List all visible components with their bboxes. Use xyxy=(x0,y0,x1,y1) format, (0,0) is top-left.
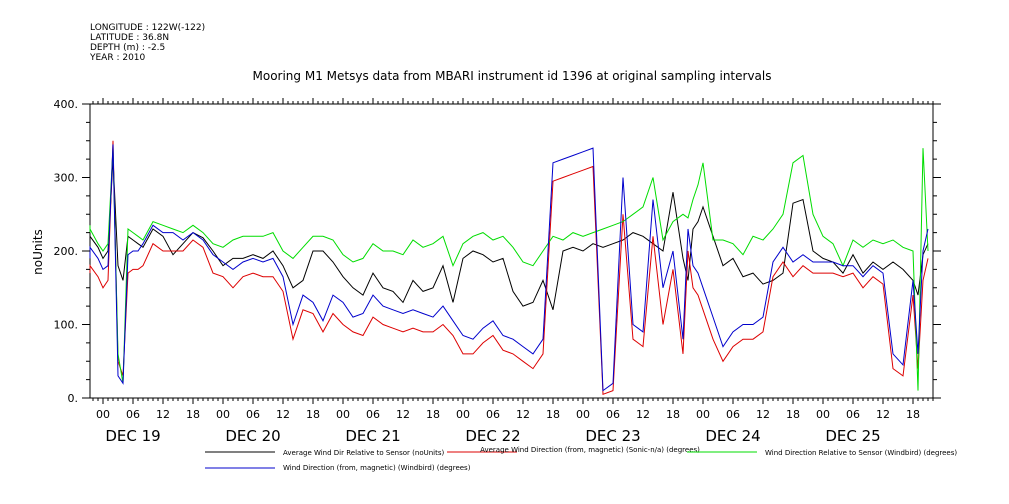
x-tick-label: 18 xyxy=(186,408,200,421)
x-tick-label: 06 xyxy=(246,408,260,421)
y-tick-label: 300. xyxy=(54,172,79,185)
x-tick-label: 00 xyxy=(216,408,230,421)
x-tick-label: 06 xyxy=(726,408,740,421)
x-tick-label: 18 xyxy=(306,408,320,421)
x-tick-label: 06 xyxy=(366,408,380,421)
axes: 0. 100. 200. 300. 400. 00 06 12 18 00 06 12 18 00 06 12… xyxy=(54,98,941,445)
y-axis-label: noUnits xyxy=(31,229,45,275)
x-day-label: DEC 20 xyxy=(225,427,280,445)
y-tick-label: 400. xyxy=(54,98,79,111)
x-tick-label: 00 xyxy=(96,408,110,421)
x-day-label: DEC 23 xyxy=(585,427,640,445)
legend: Average Wind Dir Relative to Sensor (noU… xyxy=(205,446,957,472)
x-tick-label: 12 xyxy=(156,408,170,421)
x-day-label: DEC 19 xyxy=(105,427,160,445)
x-tick-label: 06 xyxy=(846,408,860,421)
legend-label-2: Average Wind Direction (from, magnetic) … xyxy=(480,446,700,454)
x-tick-label: 00 xyxy=(696,408,710,421)
x-tick-label: 18 xyxy=(546,408,560,421)
series-line-4 xyxy=(89,144,929,392)
x-tick-label: 18 xyxy=(426,408,440,421)
x-tick-label: 06 xyxy=(606,408,620,421)
legend-label-4: Wind Direction (from, magnetic) (Windbir… xyxy=(283,464,471,472)
metadata-block: LONGITUDE : 122W(-122) LATITUDE : 36.8N … xyxy=(89,23,205,63)
legend-label-1: Average Wind Dir Relative to Sensor (noU… xyxy=(283,449,444,457)
y-tick-label: 100. xyxy=(54,319,79,332)
depth-label: DEPTH (m) : -2.5 xyxy=(90,43,165,53)
x-tick-label: 12 xyxy=(276,408,290,421)
x-tick-label: 06 xyxy=(126,408,140,421)
x-tick-label: 00 xyxy=(576,408,590,421)
x-tick-label: 18 xyxy=(666,408,680,421)
series-line-3 xyxy=(89,148,929,391)
x-tick-label: 00 xyxy=(456,408,470,421)
longitude-label: LONGITUDE : 122W(-122) xyxy=(90,23,205,33)
x-tick-label: 12 xyxy=(876,408,890,421)
x-day-label: DEC 24 xyxy=(705,427,760,445)
x-tick-label: 12 xyxy=(756,408,770,421)
x-day-label: DEC 21 xyxy=(345,427,400,445)
y-tick-label: 0. xyxy=(68,392,79,405)
x-tick-label: 18 xyxy=(786,408,800,421)
x-tick-label: 00 xyxy=(816,408,830,421)
chart-title: Mooring M1 Metsys data from MBARI instru… xyxy=(253,69,772,83)
y-tick-label: 200. xyxy=(54,245,79,258)
year-label: YEAR : 2010 xyxy=(89,53,146,63)
x-tick-label: 12 xyxy=(396,408,410,421)
plot-area xyxy=(89,140,929,396)
x-tick-label: 06 xyxy=(486,408,500,421)
legend-label-3: Wind Direction Relative to Sensor (Windb… xyxy=(765,449,957,457)
x-tick-label: 12 xyxy=(516,408,530,421)
x-day-label: DEC 25 xyxy=(825,427,880,445)
series-line-1 xyxy=(89,159,929,310)
plot-frame xyxy=(89,103,934,399)
x-tick-label: 18 xyxy=(906,408,920,421)
latitude-label: LATITUDE : 36.8N xyxy=(90,33,169,43)
x-tick-label: 00 xyxy=(336,408,350,421)
series-line-2 xyxy=(89,140,929,396)
x-day-label: DEC 22 xyxy=(465,427,520,445)
x-tick-label: 12 xyxy=(636,408,650,421)
